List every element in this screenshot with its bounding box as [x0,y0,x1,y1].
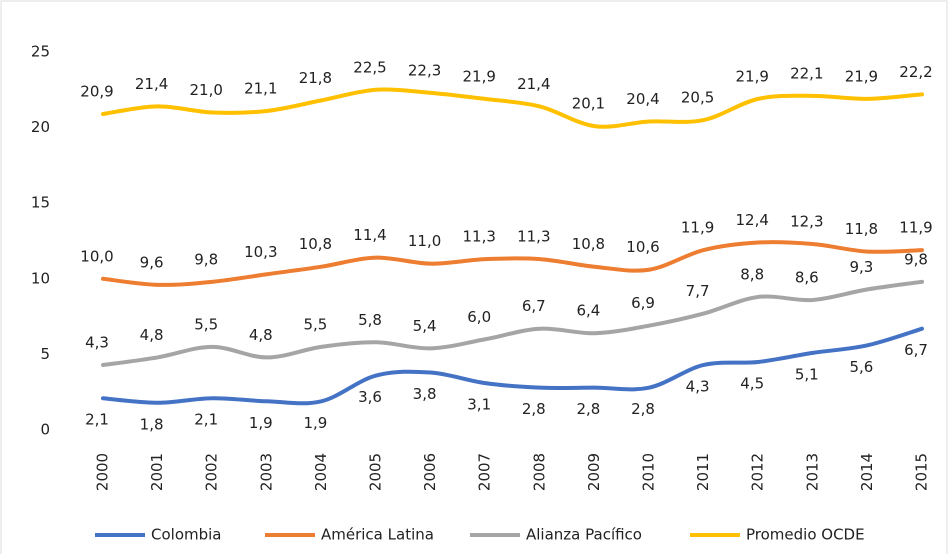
data-label: 22,5 [353,58,386,76]
series-line [101,326,924,406]
data-label: 21,1 [244,79,277,97]
data-label: 22,1 [790,64,823,82]
data-label: 11,8 [845,220,878,238]
data-label: 5,5 [303,315,327,333]
data-label: 21,8 [299,69,332,87]
data-label: 21,0 [189,81,222,99]
data-label: 3,6 [358,388,382,406]
y-tick-label: 25 [31,43,50,61]
data-label: 20,5 [681,89,714,107]
data-label: 21,4 [135,75,168,93]
data-label: 21,9 [845,67,878,85]
x-tick-label: 2014 [858,453,876,491]
data-label: 5,6 [849,358,873,376]
x-tick-label: 2013 [803,453,821,491]
x-tick-label: 2005 [367,453,385,491]
x-tick-label: 2006 [421,453,439,491]
x-tick-label: 2001 [148,453,166,491]
data-label: 6,9 [631,294,655,312]
x-tick-label: 2010 [640,453,658,491]
data-label: 1,8 [140,415,164,433]
data-label: 5,5 [194,315,218,333]
data-label: 9,8 [194,250,218,268]
x-tick-label: 2000 [94,453,112,491]
y-tick-label: 15 [31,194,50,212]
data-label: 4,5 [740,374,764,392]
data-label: 1,9 [303,414,327,432]
series-line [101,87,924,129]
data-label: 2,1 [85,411,109,429]
data-label: 7,7 [686,282,710,300]
data-label: 10,8 [572,235,605,253]
data-label: 11,3 [462,228,495,246]
data-label: 11,9 [681,219,714,237]
x-tick-label: 2012 [749,453,767,491]
data-label: 11,4 [353,226,386,244]
data-label: 20,4 [626,90,659,108]
data-label: 6,4 [576,302,600,320]
x-tick-label: 2007 [476,453,494,491]
legend-label: Promedio OCDE [746,526,865,544]
data-label: 22,3 [408,61,441,79]
data-label: 2,8 [576,400,600,418]
data-label: 6,7 [904,341,928,359]
data-label: 10,6 [626,238,659,256]
data-label: 9,8 [904,250,928,268]
series-line [101,240,924,287]
data-label: 5,4 [413,317,437,335]
data-label: 6,7 [522,297,546,315]
data-label: 2,1 [194,411,218,429]
data-label: 3,8 [413,385,437,403]
series-line [101,279,924,367]
x-tick-label: 2011 [694,453,712,491]
data-label: 5,1 [795,365,819,383]
data-label: 10,0 [80,247,113,265]
data-label: 2,8 [631,400,655,418]
data-label: 12,4 [735,211,768,229]
y-tick-label: 5 [40,345,50,363]
data-label: 12,3 [790,213,823,231]
data-label: 8,8 [740,265,764,283]
data-label: 4,8 [249,326,273,344]
data-label: 10,3 [244,243,277,261]
legend-label: América Latina [321,526,434,544]
data-label: 4,8 [140,326,164,344]
legend-label: Alianza Pacífico [526,526,642,544]
data-label: 22,2 [899,63,932,81]
data-label: 21,9 [735,67,768,85]
data-label: 9,3 [849,258,873,276]
data-label: 4,3 [85,333,109,351]
data-label: 11,9 [899,219,932,237]
data-label: 5,8 [358,311,382,329]
data-label: 21,9 [462,67,495,85]
data-label: 8,6 [795,268,819,286]
x-tick-label: 2015 [913,453,931,491]
data-label: 20,1 [572,95,605,113]
data-label: 9,6 [140,253,164,271]
y-tick-label: 10 [31,269,50,287]
x-tick-label: 2004 [312,453,330,491]
data-label: 3,1 [467,396,491,414]
x-tick-label: 2009 [585,453,603,491]
legend-label: Colombia [151,526,222,544]
data-label: 11,0 [408,232,441,250]
data-label: 20,9 [80,82,113,100]
x-tick-label: 2003 [257,453,275,491]
y-tick-label: 0 [40,421,50,439]
data-label: 10,8 [299,235,332,253]
y-tick-label: 20 [31,118,50,136]
x-tick-label: 2008 [530,453,548,491]
x-tick-label: 2002 [203,453,221,491]
data-label: 21,4 [517,75,550,93]
data-label: 2,8 [522,400,546,418]
data-label: 4,3 [686,377,710,395]
data-label: 1,9 [249,414,273,432]
data-label: 11,3 [517,228,550,246]
data-label: 6,0 [467,308,491,326]
